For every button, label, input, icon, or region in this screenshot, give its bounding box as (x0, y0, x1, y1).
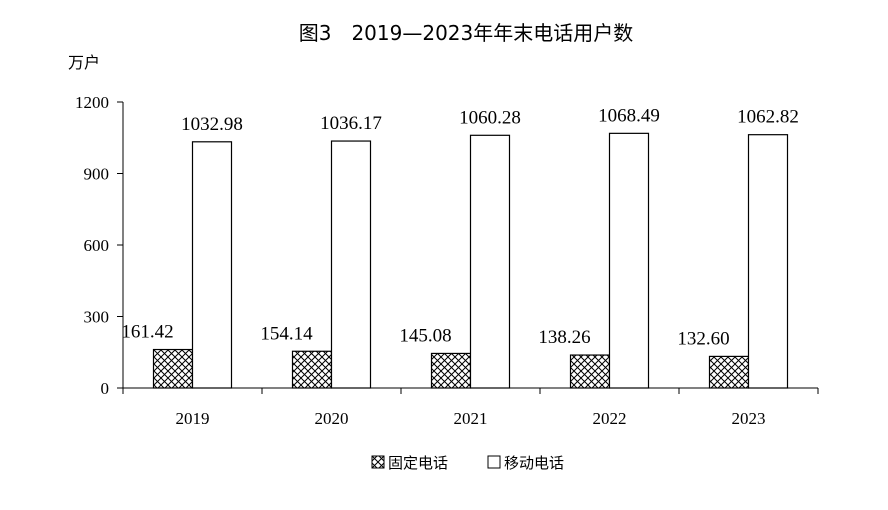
y-tick-label: 900 (84, 165, 110, 184)
data-label-fixed-phone: 138.26 (538, 327, 590, 348)
data-label-fixed-phone: 154.14 (260, 323, 313, 344)
x-tick-label: 2019 (176, 409, 210, 428)
bar-fixed-phone (430, 352, 472, 389)
data-label-mobile-phone: 1062.82 (737, 107, 799, 128)
legend-label-mobile-phone: 移动电话 (504, 454, 564, 472)
data-label-fixed-phone: 145.08 (399, 325, 451, 346)
bars (152, 132, 789, 389)
data-label-mobile-phone: 1068.49 (598, 105, 660, 126)
data-label-mobile-phone: 1036.17 (320, 113, 382, 134)
data-labels: 161.42 1032.98 154.14 1036.17 145.08 1060.28 1… (121, 105, 799, 349)
legend-swatch-mobile-phone (487, 455, 501, 469)
y-tick-label: 1200 (75, 93, 109, 112)
bar-mobile-phone (608, 132, 650, 389)
chart-title: 图3 2019—2023年年末电话用户数 (299, 21, 634, 45)
data-label-mobile-phone: 1032.98 (181, 114, 243, 135)
data-label-mobile-phone: 1060.28 (459, 107, 521, 128)
legend-label-fixed-phone: 固定电话 (388, 454, 448, 472)
y-tick-label: 0 (101, 379, 110, 398)
bar-mobile-phone (191, 141, 233, 389)
data-label-fixed-phone: 132.60 (677, 328, 729, 349)
y-tick-label: 300 (84, 308, 110, 327)
bar-fixed-phone (291, 350, 333, 389)
bar-fixed-phone (569, 354, 611, 389)
x-tick-label: 2020 (315, 409, 349, 428)
bar-fixed-phone (152, 348, 194, 389)
legend: 固定电话 移动电话 (371, 454, 564, 472)
bar-mobile-phone (747, 134, 789, 389)
bar-mobile-phone (469, 134, 511, 389)
x-tick-label: 2021 (454, 409, 488, 428)
x-tick-label: 2022 (593, 409, 627, 428)
legend-swatch-fixed-phone (371, 455, 385, 469)
data-label-fixed-phone: 161.42 (121, 322, 173, 343)
bar-fixed-phone (708, 355, 750, 389)
axes: 0 300 600 900 1200 2019 2020 2021 2022 2023 (75, 93, 819, 428)
bar-mobile-phone (330, 140, 372, 389)
y-axis-unit: 万户 (68, 53, 100, 72)
y-tick-label: 600 (84, 236, 110, 255)
x-tick-label: 2023 (732, 409, 766, 428)
